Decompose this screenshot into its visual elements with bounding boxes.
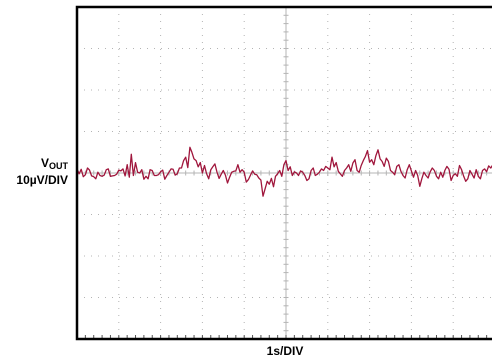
x-axis-label: 1s/DIV	[266, 344, 304, 358]
y-axis-scale: 10µV/DIV	[16, 173, 68, 187]
y-axis-label: VOUT 10µV/DIV	[16, 156, 68, 187]
y-axis-symbol: VOUT	[40, 156, 68, 171]
signal-trace	[76, 146, 492, 197]
plot-frame	[75, 5, 492, 341]
